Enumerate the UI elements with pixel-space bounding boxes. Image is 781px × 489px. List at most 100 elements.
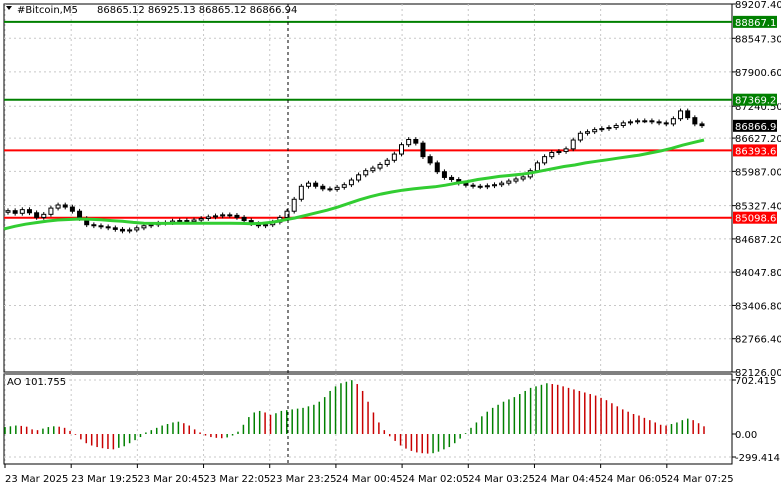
candle-body — [613, 124, 619, 129]
y-tick-label: 86627.20 — [735, 134, 781, 145]
level-lines — [4, 20, 732, 219]
candle-body — [678, 110, 684, 120]
candle-body — [263, 224, 269, 227]
y-tick-label: 82126.00 — [735, 368, 781, 379]
candle-body — [48, 207, 54, 215]
x-tick-label: 24 Mar 00:45 — [336, 474, 403, 485]
ao-title: AO 101.755 — [7, 377, 66, 388]
candle-body — [69, 206, 75, 212]
candle-body — [184, 220, 190, 223]
dropdown-triangle-icon[interactable] — [6, 6, 12, 10]
candle-body — [127, 229, 133, 232]
y-tick-label: 84047.80 — [735, 268, 781, 279]
candle-body — [563, 148, 569, 152]
ao-y-tick-label: -299.414 — [735, 453, 780, 464]
price-label-text: 88867.19 — [735, 18, 781, 29]
candle-body — [220, 214, 226, 217]
ma-line — [3, 138, 705, 231]
candle-body — [656, 121, 662, 124]
candle-body — [105, 226, 111, 229]
candle-body — [134, 227, 140, 231]
candle-body — [5, 210, 11, 213]
candle-body — [241, 216, 247, 222]
x-tick-label: 23 Mar 20:45 — [137, 474, 204, 485]
candle-body — [399, 144, 405, 155]
x-tick-label: 23 Mar 2025 — [5, 474, 68, 485]
candle-body — [484, 185, 490, 188]
ohlc-readout: 86865.12 86925.13 86865.12 86866.94 — [97, 5, 297, 16]
candle-body — [284, 210, 290, 218]
y-tick-label: 85327.40 — [735, 202, 781, 213]
candle-body — [649, 120, 655, 123]
candle-body — [606, 127, 612, 130]
candle-body — [363, 170, 369, 176]
candle-body — [305, 182, 311, 187]
candle-body — [570, 139, 576, 150]
candle-body — [599, 128, 605, 131]
candle-body — [420, 142, 426, 158]
candle-body — [592, 129, 598, 133]
candle-body — [585, 131, 591, 134]
ao-histogram — [4, 380, 705, 454]
candle-body — [148, 224, 154, 227]
x-tick-label: 23 Mar 19:25 — [71, 474, 138, 485]
candle-body — [334, 186, 340, 190]
symbol-title: #Bitcoin,M5 — [17, 5, 78, 16]
x-tick-label: 24 Mar 06:05 — [601, 474, 668, 485]
candle-body — [506, 180, 512, 184]
candle-body — [212, 215, 218, 218]
x-tick-label: 24 Mar 03:25 — [468, 474, 535, 485]
candle-body — [699, 123, 705, 127]
main-chart-frame — [3, 3, 733, 373]
candle-body — [534, 162, 540, 172]
candle-body — [191, 219, 197, 223]
x-tick-label: 23 Mar 23:25 — [270, 474, 337, 485]
candle-body — [413, 138, 419, 144]
chart-header: #Bitcoin,M5 86865.12 86925.13 86865.12 8… — [6, 5, 297, 16]
y-tick-label: 84687.20 — [735, 235, 781, 246]
price-label-text: 86393.65 — [735, 146, 781, 157]
candle-body — [642, 120, 648, 123]
candle-body — [577, 132, 583, 141]
candle-body — [513, 178, 519, 182]
candle-body — [627, 121, 633, 124]
candle-body — [685, 110, 691, 119]
candle-body — [406, 138, 412, 146]
candle-body — [499, 182, 505, 186]
time-axis: 23 Mar 2025 23 Mar 19:25 23 Mar 20:45 23 Ma… — [4, 464, 734, 485]
candle-body — [441, 171, 447, 178]
candle-body — [320, 185, 326, 190]
candle-body — [434, 162, 440, 173]
candle-body — [356, 174, 362, 181]
price-label-text: 86866.94 — [735, 122, 781, 133]
price-label-box — [733, 15, 777, 28]
y-tick-label: 85987.00 — [735, 167, 781, 178]
candle-body — [62, 204, 68, 208]
candle-body — [449, 176, 455, 181]
price-label-box — [733, 144, 777, 157]
candle-body — [470, 184, 476, 187]
candle-body — [19, 209, 25, 214]
candle-body — [377, 163, 383, 169]
candle-body — [384, 159, 390, 165]
candle-body — [492, 184, 498, 187]
moving-average — [3, 138, 705, 231]
y-tick-label: 88547.30 — [735, 34, 781, 45]
candle-body — [98, 225, 104, 228]
candle-body — [427, 156, 433, 164]
candle-body — [391, 153, 397, 161]
x-tick-label: 24 Mar 02:05 — [402, 474, 469, 485]
price-label-text: 85098.61 — [735, 214, 781, 225]
price-label-box — [733, 119, 777, 132]
candle-body — [55, 204, 61, 209]
candle-body — [549, 151, 555, 158]
y-tick-label: 87240.50 — [735, 102, 781, 113]
candle-body — [41, 213, 47, 218]
candle-body — [348, 179, 354, 186]
candle-body — [663, 122, 669, 125]
candle-body — [520, 176, 526, 180]
candle-body — [313, 182, 319, 187]
y-tick-label: 89207.40 — [735, 0, 781, 11]
candle-body — [556, 150, 562, 153]
